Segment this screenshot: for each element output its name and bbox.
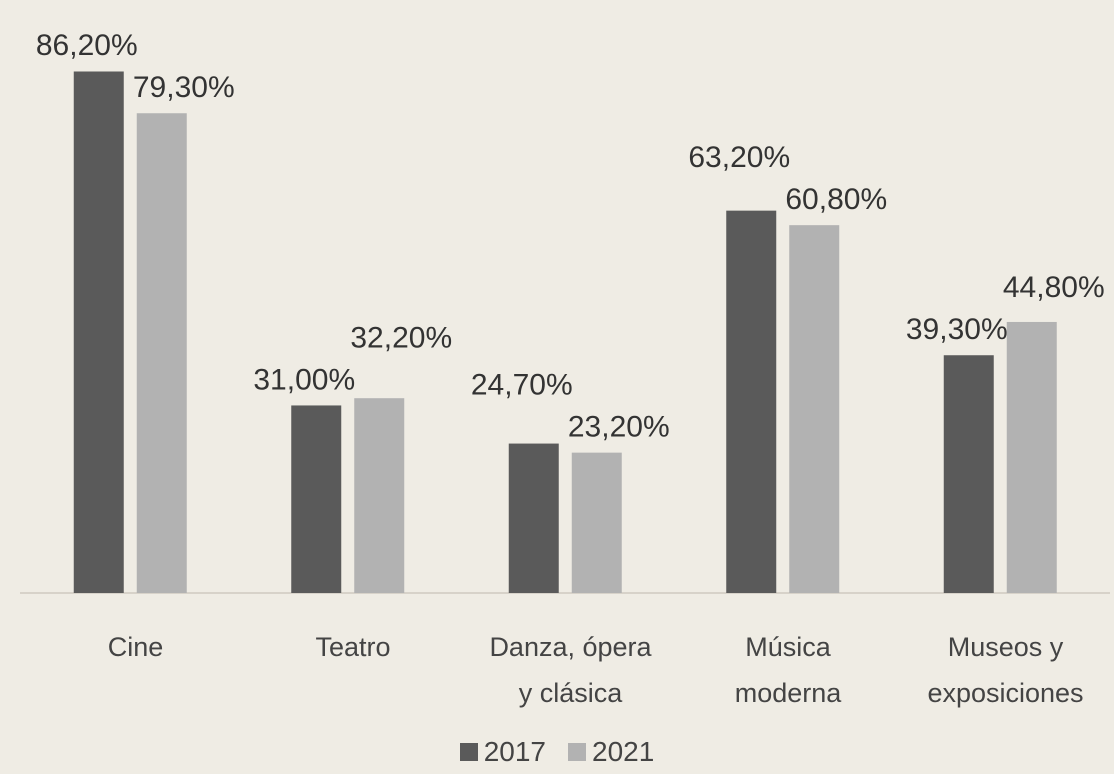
data-label: 39,30% <box>906 313 1008 346</box>
bar <box>789 225 840 593</box>
x-tick-label: Cine <box>107 632 164 662</box>
bar <box>508 443 559 593</box>
data-label: 60,80% <box>785 183 887 216</box>
bar <box>291 405 342 593</box>
legend-label: 2021 <box>592 736 655 767</box>
bar <box>571 452 622 593</box>
x-tick-label: Música moderna <box>734 632 842 708</box>
data-label: 32,20% <box>350 321 452 354</box>
data-label: 31,00% <box>253 363 355 396</box>
legend-label: 2017 <box>483 736 546 767</box>
bar <box>354 398 405 593</box>
x-tick-label: Danza, ópera y clásica <box>489 632 652 708</box>
data-label: 44,80% <box>1003 271 1105 304</box>
x-tick-label: Teatro <box>315 632 391 662</box>
data-label: 79,30% <box>133 71 235 104</box>
bar <box>73 71 124 594</box>
data-label: 86,20% <box>36 29 138 62</box>
bar <box>943 355 994 593</box>
data-label: 24,70% <box>471 369 573 402</box>
legend-item: 2021 <box>568 736 654 768</box>
bar <box>726 210 777 593</box>
data-label: 63,20% <box>688 141 790 174</box>
legend-swatch <box>459 743 478 761</box>
legend-item: 2017 <box>459 736 546 768</box>
data-label: 23,20% <box>568 411 670 444</box>
bar <box>136 113 187 594</box>
legend: 2017 2021 <box>0 736 1114 768</box>
x-tick-label: Museos y exposiciones <box>927 632 1084 708</box>
legend-swatch <box>568 743 586 761</box>
bar <box>1006 321 1057 593</box>
